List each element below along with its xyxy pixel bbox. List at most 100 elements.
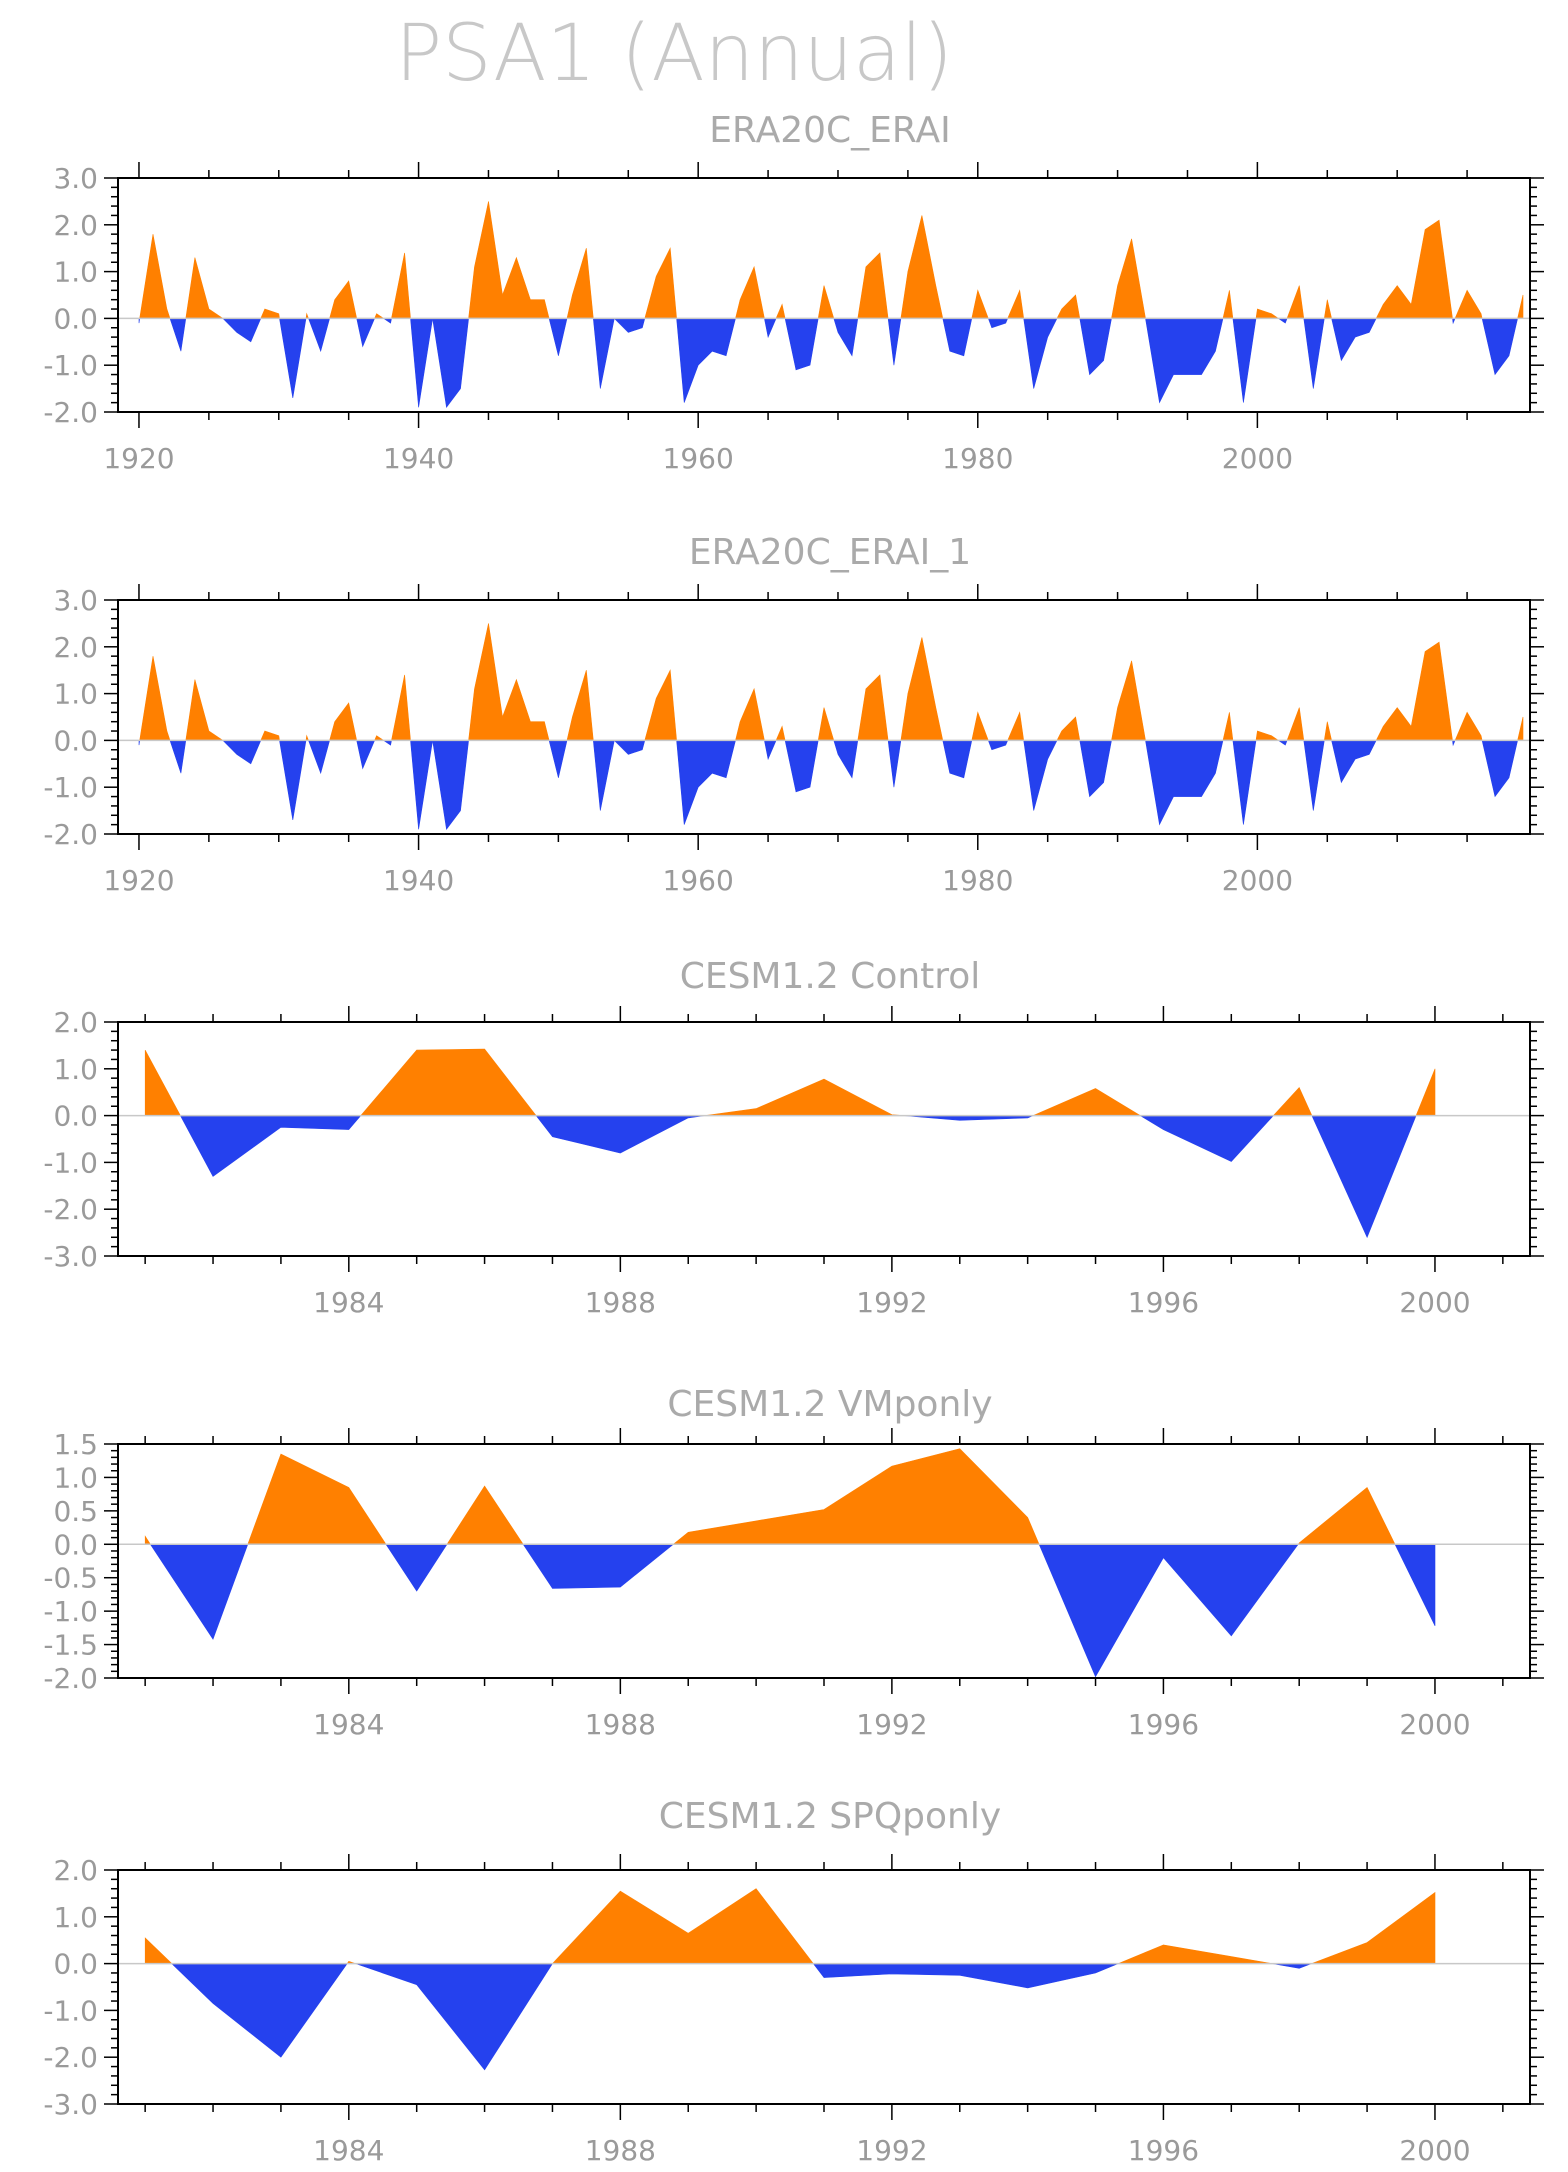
x-tick-label: 1984 [313, 1708, 384, 1741]
positive-area-20 [1255, 308, 1280, 319]
positive-area-4 [1272, 1086, 1313, 1116]
positive-area-16 [1007, 711, 1025, 741]
positive-area-22 [1323, 299, 1332, 319]
negative-area-19 [1023, 740, 1058, 811]
positive-area-7 [468, 201, 550, 319]
positive-area-15 [971, 711, 989, 741]
panel-cesm-spqponly: CESM1.2 SPQponly -3.0 -2.0 -1.0 0.0 1.0 2.0 19… [43, 1796, 1544, 2167]
y-tick-label: -2.0 [43, 1662, 98, 1695]
positive-area-4 [1311, 1891, 1436, 1964]
positive-area-1 [360, 1048, 537, 1116]
negative-area-15 [833, 318, 859, 357]
positive-area-23 [1375, 641, 1453, 741]
negative-area-1 [169, 318, 187, 352]
positive-area-0 [139, 656, 171, 741]
x-tick-label: 1960 [663, 864, 734, 897]
x-tick-label: 1920 [103, 442, 174, 475]
negative-area-18 [987, 740, 1009, 751]
x-tick-label: 1996 [1128, 2134, 1199, 2167]
negative-area-15 [833, 740, 859, 779]
y-tick-label: -1.0 [43, 771, 98, 804]
positive-area-2 [260, 730, 280, 741]
positive-area-14 [900, 215, 944, 319]
y-tick-label: 1.5 [53, 1428, 98, 1461]
negative-area-1 [535, 1115, 706, 1154]
positive-area-25 [1517, 716, 1524, 741]
y-tick-label: 2.0 [53, 1006, 98, 1039]
figure-title: PSA1 (Annual) [395, 9, 953, 99]
y-tick-label: 0.0 [53, 1528, 98, 1561]
y-tick-label: 2.0 [53, 631, 98, 664]
positive-area-0 [144, 1049, 181, 1116]
positive-area-2 [705, 1078, 904, 1116]
positive-area-10 [735, 265, 765, 319]
negative-area-2 [222, 740, 262, 765]
negative-area-3 [279, 318, 307, 399]
positive-area-13 [857, 674, 889, 741]
y-tick-label: 1.0 [53, 1901, 98, 1934]
negative-area-11 [613, 740, 646, 755]
plot-area: -2.0 -1.0 0.0 1.0 2.0 3.0 1920 1940 1960 1980 2000 [43, 584, 1544, 897]
negative-area-18 [987, 318, 1009, 329]
negative-area-27 [1481, 740, 1518, 798]
plot-frame [117, 177, 1531, 413]
x-tick-label: 2000 [1222, 864, 1293, 897]
negative-area-10 [592, 318, 615, 389]
panel-title: ERA20C_ERAI [709, 110, 950, 151]
y-tick-label: -3.0 [43, 1240, 98, 1273]
positive-area-9 [644, 247, 677, 319]
y-tick-label: 3.0 [53, 162, 98, 195]
positive-area-2 [260, 308, 280, 319]
y-tick-label: -1.0 [43, 1595, 98, 1628]
negative-area-12 [676, 740, 736, 825]
x-tick-label: 2000 [1399, 2134, 1470, 2167]
x-tick-label: 2000 [1399, 1708, 1470, 1741]
positive-area-2 [551, 1888, 814, 1964]
positive-area-3 [1032, 1088, 1142, 1116]
negative-area-3 [1139, 1115, 1275, 1162]
y-tick-label: 0.0 [53, 1948, 98, 1981]
negative-area-10 [592, 740, 615, 811]
negative-area-17 [942, 318, 973, 357]
negative-area-14 [784, 740, 819, 793]
y-tick-label: 0.0 [53, 724, 98, 757]
negative-area-0 [149, 1544, 249, 1640]
positive-area-21 [1286, 285, 1305, 319]
x-tick-label: 1992 [856, 1708, 927, 1741]
plot-area: -3.0 -2.0 -1.0 0.0 1.0 2.0 1984 1988 1992 1996 200… [43, 1854, 1544, 2167]
positive-area-16 [1007, 289, 1025, 319]
plot-area: -2.0-1.5-1.0-0.50.00.51.01.5 1984 1988 1992… [43, 1428, 1544, 1741]
y-tick-label: 1.0 [53, 256, 98, 289]
y-tick-label: -3.0 [43, 2088, 98, 2121]
plot-area: -2.0 -1.0 0.0 1.0 2.0 3.0 1920 1940 1960 1980 2000 [43, 162, 1544, 475]
positive-area-3 [672, 1448, 1040, 1545]
y-tick-label: 0.0 [53, 1100, 98, 1133]
negative-area-25 [1331, 740, 1377, 784]
positive-area-0 [144, 1535, 151, 1545]
x-tick-label: 1920 [103, 864, 174, 897]
panel-cesm-control: CESM1.2 Control -3.0 -2.0 -1.0 0.0 1.0 2.0 198… [43, 956, 1544, 1319]
negative-area-20 [1079, 318, 1112, 376]
x-tick-label: 1996 [1128, 1286, 1199, 1319]
y-tick-label: -2.0 [43, 2041, 98, 2074]
negative-area-2 [222, 318, 262, 343]
positive-area-23 [1375, 219, 1453, 319]
y-tick-label: -1.0 [43, 1146, 98, 1179]
x-tick-label: 1984 [313, 1286, 384, 1319]
negative-area-2 [812, 1963, 1119, 1989]
positive-area-25 [1517, 294, 1524, 319]
x-tick-label: 1988 [585, 1286, 656, 1319]
x-tick-label: 1988 [585, 1708, 656, 1741]
negative-area-17 [942, 740, 973, 779]
negative-area-7 [410, 740, 433, 830]
negative-area-4 [308, 318, 330, 353]
positive-area-24 [1454, 711, 1483, 741]
y-tick-label: -2.0 [43, 818, 98, 851]
x-tick-label: 1988 [585, 2134, 656, 2167]
positive-area-19 [1222, 712, 1234, 741]
positive-area-24 [1454, 289, 1483, 319]
panel-title: CESM1.2 SPQponly [659, 1796, 1001, 1837]
positive-area-1 [185, 679, 224, 741]
positive-area-10 [735, 687, 765, 741]
x-tick-label: 1980 [942, 864, 1013, 897]
